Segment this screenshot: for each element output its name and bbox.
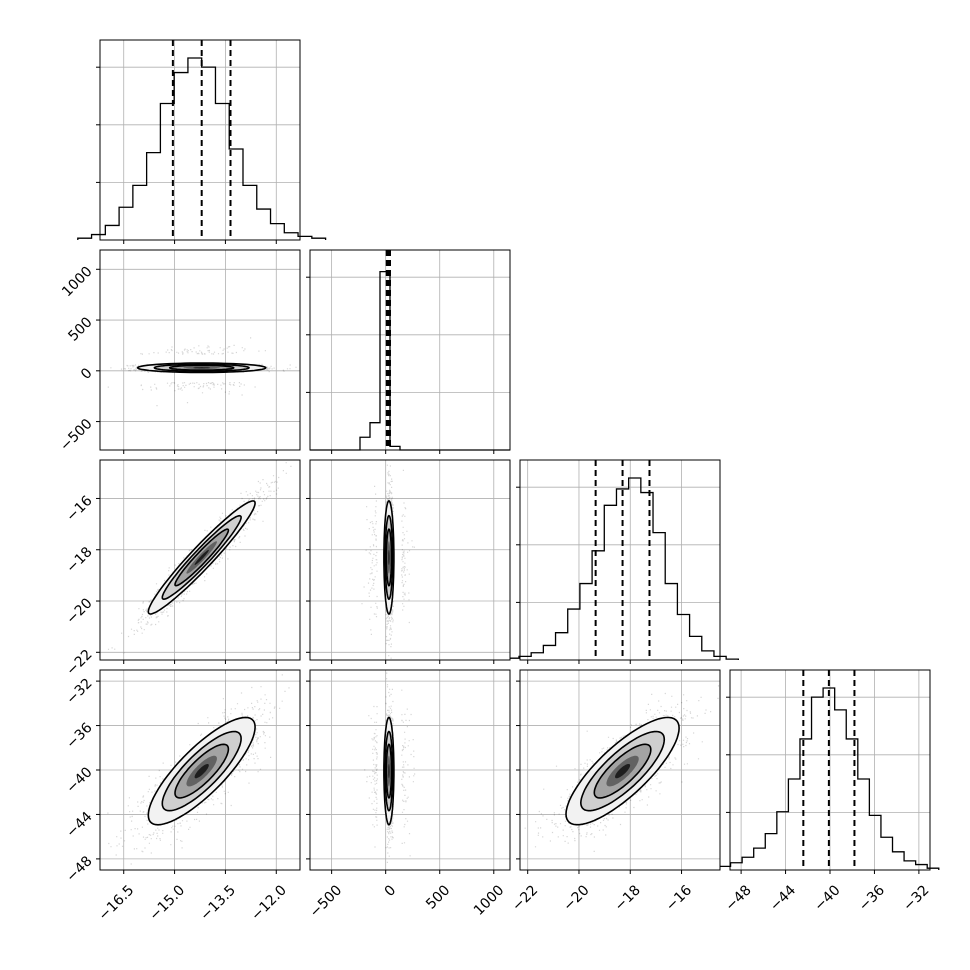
density-contour bbox=[194, 549, 209, 565]
y-tick-label: 0 bbox=[78, 365, 96, 383]
density-contour bbox=[194, 764, 209, 779]
x-tick-label: −20 bbox=[560, 882, 592, 914]
y-tick-label: −32 bbox=[63, 675, 95, 707]
y-tick-label: −48 bbox=[63, 853, 95, 885]
histogram-bars bbox=[506, 477, 739, 660]
histogram-panel bbox=[77, 39, 327, 244]
x-tick-label: −16.5 bbox=[96, 882, 138, 924]
y-tick-label: −22 bbox=[63, 647, 95, 679]
x-tick-label: −48 bbox=[723, 882, 755, 914]
histogram-panel bbox=[506, 459, 739, 664]
panel-frame bbox=[309, 249, 511, 451]
x-tick-label: −22 bbox=[509, 882, 541, 914]
panel-frame bbox=[519, 459, 721, 661]
panel-background bbox=[520, 460, 720, 660]
density-contour bbox=[615, 764, 631, 779]
panel-frame bbox=[99, 459, 301, 661]
panel-content bbox=[107, 462, 292, 654]
x-tick-label: −12.0 bbox=[248, 882, 290, 924]
panel-background bbox=[310, 460, 510, 660]
histogram-panel bbox=[306, 249, 511, 454]
panel-content bbox=[524, 685, 720, 852]
x-tick-label: 1000 bbox=[471, 882, 508, 919]
panel-content bbox=[361, 464, 415, 659]
y-tick-label: −40 bbox=[63, 764, 95, 796]
y-tick-label: 1000 bbox=[59, 264, 96, 301]
y-tick-label: 500 bbox=[65, 314, 95, 344]
scatter-panel bbox=[306, 459, 511, 664]
density-contour bbox=[193, 367, 211, 369]
x-tick-label: 0 bbox=[382, 882, 400, 900]
panel-content bbox=[107, 337, 297, 407]
x-tick-label: −36 bbox=[856, 882, 888, 914]
scatter-panel bbox=[96, 249, 301, 454]
histogram-bars bbox=[718, 687, 940, 870]
y-tick-label: −16 bbox=[63, 493, 95, 525]
y-tick-label: −44 bbox=[63, 809, 95, 841]
x-tick-label: −16 bbox=[663, 882, 695, 914]
panel-background bbox=[100, 250, 300, 450]
x-tick-label: −32 bbox=[900, 882, 932, 914]
histogram-panel bbox=[718, 669, 940, 874]
x-tick-label: −15.0 bbox=[147, 882, 189, 924]
y-tick-label: −36 bbox=[63, 720, 95, 752]
density-contour bbox=[388, 764, 390, 779]
density-contour bbox=[388, 549, 390, 565]
y-tick-label: −18 bbox=[63, 544, 95, 576]
panel-content bbox=[107, 674, 290, 865]
x-tick-label: −40 bbox=[811, 882, 843, 914]
x-tick-label: −44 bbox=[767, 882, 799, 914]
panel-frame bbox=[99, 249, 301, 451]
panel-frame bbox=[309, 459, 511, 661]
panel-background bbox=[310, 250, 510, 450]
panel-frame bbox=[99, 39, 301, 241]
x-tick-label: −18 bbox=[612, 882, 644, 914]
scatter-panel bbox=[516, 669, 721, 874]
y-tick-label: −500 bbox=[57, 416, 96, 455]
panel-content bbox=[364, 672, 416, 863]
x-tick-label: −500 bbox=[307, 882, 346, 921]
x-tick-label: −13.5 bbox=[197, 882, 239, 924]
scatter-panel bbox=[306, 669, 511, 874]
x-tick-label: 500 bbox=[423, 882, 453, 912]
scatter-panel bbox=[96, 669, 301, 874]
scatter-panel bbox=[96, 459, 301, 664]
y-tick-label: −20 bbox=[63, 595, 95, 627]
